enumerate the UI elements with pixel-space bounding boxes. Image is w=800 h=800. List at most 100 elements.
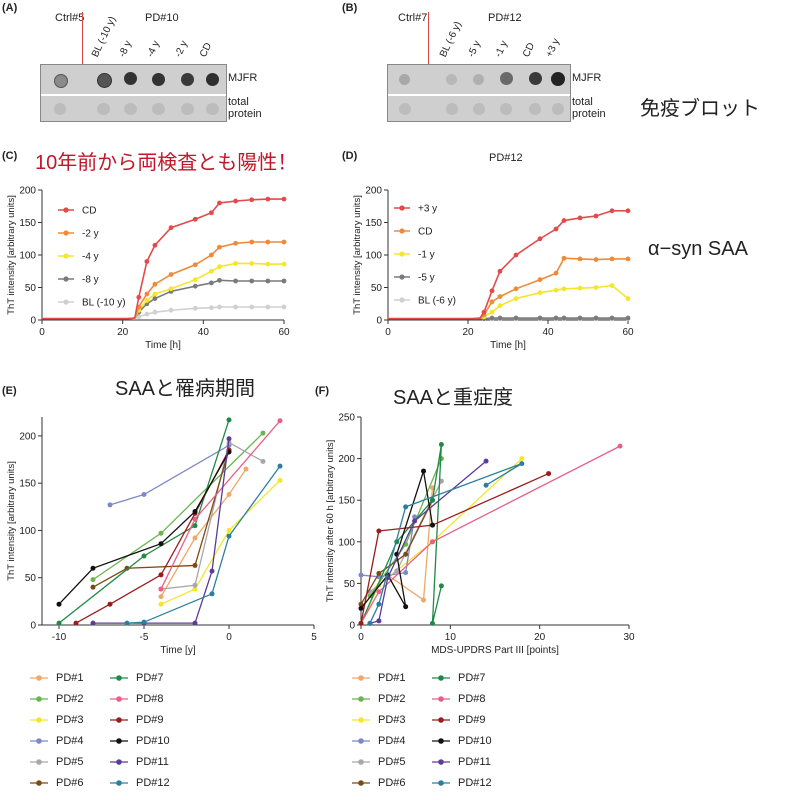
legend-item: PD#2: [28, 693, 84, 705]
data-point: [489, 309, 495, 315]
blot-b-row2-line2: protein: [572, 108, 606, 120]
data-point: [56, 601, 62, 607]
y-tick-label: 0: [376, 316, 382, 327]
data-point: [265, 304, 271, 310]
data-point: [192, 535, 198, 541]
legend-f: PD#1 PD#2 PD#3 PD#4 PD#5 PD#6 PD#7 PD#8 PD#9 PD#1…: [350, 672, 550, 800]
title-d: PD#12: [489, 152, 523, 164]
legend-marker-icon: [110, 717, 128, 723]
data-point: [537, 290, 543, 296]
x-tick-label: 20: [534, 632, 546, 643]
data-point: [90, 620, 96, 626]
data-point: [537, 277, 543, 283]
data-point: [226, 533, 232, 539]
series-line: [42, 198, 284, 320]
data-point: [577, 315, 583, 321]
legend-label: PD#7: [458, 672, 486, 684]
data-point: [421, 468, 427, 474]
data-point: [376, 589, 382, 595]
legend-marker-icon: [110, 780, 128, 786]
legend-label: PD#6: [56, 777, 84, 789]
legend-item: PD#5: [28, 756, 84, 768]
data-point: [209, 252, 214, 258]
y-tick-label: 50: [25, 573, 37, 584]
legend-label: PD#2: [56, 693, 84, 705]
legend-marker-icon: [432, 780, 450, 786]
data-point: [249, 278, 255, 284]
data-point: [561, 218, 567, 223]
data-point: [489, 299, 495, 305]
data-point: [141, 619, 147, 625]
data-point: [497, 303, 503, 309]
blot-b-row2-label: total protein: [572, 96, 606, 120]
blot-dot: [124, 72, 137, 85]
series-line: [369, 462, 523, 624]
data-point: [168, 286, 174, 292]
data-point: [226, 527, 232, 533]
legend-label: PD#3: [56, 714, 84, 726]
immunoblot-annotation: 免疫ブロット: [640, 98, 760, 120]
data-point: [265, 196, 271, 202]
data-point: [609, 283, 615, 288]
legend-marker-icon: [110, 759, 128, 765]
data-point: [192, 523, 198, 529]
title-f: SAAと重症度: [393, 387, 514, 409]
blot-dot: [152, 103, 165, 115]
data-point: [192, 305, 198, 311]
series-line: [42, 262, 284, 320]
legend-marker-icon: [352, 717, 370, 723]
data-point: [249, 197, 255, 203]
data-point: [124, 620, 130, 626]
legend-label: PD#12: [458, 777, 492, 789]
data-point: [107, 502, 113, 508]
data-point: [209, 280, 214, 286]
x-tick-label: 10: [445, 632, 457, 643]
data-point: [497, 315, 503, 321]
legend-marker: [63, 253, 69, 259]
x-tick-label: 30: [623, 632, 635, 643]
data-point: [625, 256, 631, 262]
series-line: [388, 209, 628, 320]
data-point: [429, 620, 435, 626]
blot-b-lane-label: CD: [521, 41, 538, 59]
x-tick-label: -5: [140, 632, 149, 643]
data-point: [168, 225, 174, 231]
data-point: [144, 311, 150, 317]
panel-label-c: (C): [2, 150, 18, 162]
data-point: [158, 594, 164, 600]
title-e: SAAと罹病期間: [115, 378, 256, 400]
legend-marker-icon: [352, 759, 370, 765]
x-tick-label: 0: [39, 327, 45, 338]
data-point: [429, 539, 435, 545]
data-point: [553, 315, 559, 321]
legend-item: PD#4: [350, 735, 406, 747]
data-point: [519, 461, 525, 467]
blot-dot: [552, 103, 564, 115]
blot-dot: [206, 73, 219, 86]
blot-dot: [446, 103, 458, 115]
panel-label-a: (A): [2, 2, 18, 14]
data-point: [537, 315, 543, 321]
legend-label: PD#1: [378, 672, 406, 684]
legend-item: PD#4: [28, 735, 84, 747]
data-point: [233, 240, 239, 246]
data-point: [376, 570, 382, 576]
blot-a-ctrl-label: Ctrl#5: [55, 12, 85, 24]
series-line: [42, 306, 284, 320]
data-point: [281, 278, 287, 284]
series-line: [92, 449, 230, 588]
data-point: [56, 620, 62, 626]
data-point: [144, 298, 150, 303]
data-point: [192, 509, 198, 515]
data-point: [144, 291, 150, 297]
legend-label: PD#8: [136, 693, 164, 705]
data-point: [497, 268, 503, 274]
data-point: [489, 315, 495, 321]
data-point: [376, 528, 382, 534]
data-point: [593, 213, 599, 219]
y-tick-label: 0: [30, 621, 36, 632]
legend-label: +3 y: [418, 204, 437, 215]
legend-marker-icon: [352, 696, 370, 702]
legend-item: PD#10: [430, 735, 492, 747]
series-line: [360, 470, 434, 609]
